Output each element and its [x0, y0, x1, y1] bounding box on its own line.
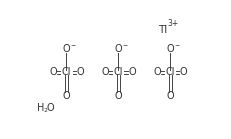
Text: O: O	[115, 44, 122, 54]
Text: 2: 2	[43, 108, 47, 113]
Text: O: O	[63, 91, 70, 101]
Text: Tl: Tl	[158, 24, 167, 34]
Text: O: O	[49, 67, 57, 77]
Text: O: O	[167, 44, 174, 54]
Text: O: O	[128, 67, 136, 77]
Text: O: O	[46, 103, 54, 113]
Text: −: −	[122, 42, 128, 47]
Text: O: O	[153, 67, 161, 77]
Text: O: O	[76, 67, 84, 77]
Text: Cl: Cl	[166, 67, 175, 77]
Text: O: O	[101, 67, 109, 77]
Text: O: O	[115, 91, 122, 101]
Text: O: O	[180, 67, 188, 77]
Text: Cl: Cl	[114, 67, 123, 77]
Text: O: O	[63, 44, 70, 54]
Text: Cl: Cl	[62, 67, 71, 77]
Text: O: O	[167, 91, 174, 101]
Text: H: H	[37, 103, 44, 113]
Text: −: −	[70, 42, 76, 47]
Text: −: −	[174, 42, 179, 47]
Text: 3+: 3+	[167, 19, 178, 28]
